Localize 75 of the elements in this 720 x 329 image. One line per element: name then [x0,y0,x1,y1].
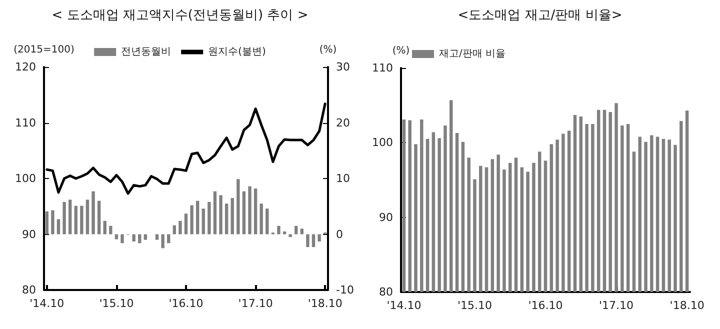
bar [202,208,205,234]
y2-tick-label: -10 [336,284,354,296]
bar [230,198,234,234]
bar [219,195,222,234]
y-tick-label: 120 [15,60,36,74]
bar [45,211,48,234]
x-tick-label: '17.10 [599,299,634,312]
bar [312,234,316,248]
bar [277,226,280,234]
y-tick-label: 90 [22,228,36,241]
y-tick-label: 100 [15,172,36,185]
x-tick-label: '17.10 [238,297,273,310]
bar [51,210,54,234]
bar [132,234,136,242]
legend-label: 원지수(불변) [208,46,266,58]
x-tick-label: '16.10 [528,299,563,312]
bar [74,206,78,234]
bar [282,231,286,234]
bar [109,226,112,234]
x-tick-label: '14.10 [386,299,422,312]
y-tick-label: 80 [379,286,393,298]
bar [56,219,60,234]
x-tick-label: '18.10 [308,297,342,310]
bar [178,220,182,234]
legend-label: 전년동월비 [121,46,172,58]
bar [97,200,101,234]
y2-tick-label: 30 [336,60,350,74]
chart-title: <도소매업 재고/판매 비율> [458,8,622,23]
y-axis-title: (2015=100) [14,44,74,56]
bar [196,200,200,234]
y2-tick-label: 10 [336,172,350,185]
bar [236,179,240,234]
y-tick-label: 90 [379,210,393,224]
bar [213,191,217,234]
bar [266,208,269,234]
bar [260,204,263,234]
bar [248,186,252,234]
bar [62,202,66,234]
bar [103,220,106,234]
y-tick-label: 110 [372,62,393,74]
y2-axis-title: (%) [319,44,337,56]
bar [155,234,159,240]
x-tick-label: '18.10 [670,299,704,312]
y2-tick-label: 20 [336,116,350,130]
bar [242,191,246,234]
bar [86,200,90,234]
x-tick-label: '15.10 [99,297,134,310]
bar [172,225,176,234]
bar [294,226,298,234]
bar [144,234,148,240]
chart-title: < 도소매업 재고액지수(전년동월비) 추이 > [52,8,308,23]
bar [306,234,310,248]
x-tick-label: '16.10 [168,297,204,310]
bar [80,206,84,234]
y2-tick-label: 0 [336,228,343,241]
bar [208,202,211,234]
x-tick-label: '15.10 [457,299,492,312]
bar [190,205,194,234]
y-tick-label: 100 [372,136,393,150]
bar [68,200,72,234]
y-axis-title: (%) [392,46,410,56]
bar [288,234,292,238]
bar [92,191,95,234]
x-tick-label: '14.10 [30,297,64,310]
bar [161,234,164,248]
bar [318,234,321,242]
bar [120,234,124,244]
bar [254,188,258,234]
legend-label: 재고/판매 비율 [439,48,506,60]
bar [184,214,188,234]
bar [300,228,304,234]
bar [114,234,118,240]
y-tick-label: 80 [22,284,36,296]
y-tick-label: 110 [15,116,36,130]
bar [224,204,228,234]
